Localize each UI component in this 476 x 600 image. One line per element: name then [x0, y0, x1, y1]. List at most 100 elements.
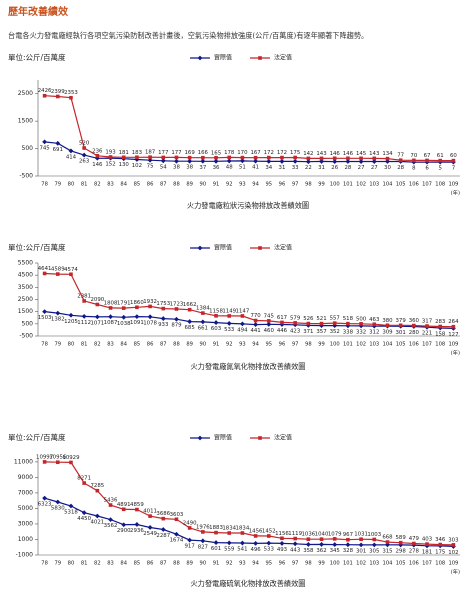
point: [266, 155, 271, 160]
y-tick-label: 9000: [18, 474, 33, 481]
data-label: 460: [264, 328, 275, 334]
data-label: 31: [279, 165, 286, 171]
point: [121, 507, 126, 512]
data-label: 379: [396, 318, 407, 324]
data-label: 2381: [77, 293, 91, 299]
data-label: 54: [160, 164, 167, 170]
y-tick-label: 500: [22, 145, 34, 152]
x-tick-label: 102: [356, 561, 366, 567]
point: [200, 538, 206, 544]
data-label: 130: [119, 162, 130, 168]
data-label: 617: [277, 315, 287, 321]
x-tick-label: 108: [435, 561, 445, 567]
data-label: 1723: [170, 301, 184, 307]
data-label: 1860: [130, 300, 144, 306]
data-label: 134: [382, 151, 393, 157]
x-tick-label: 107: [422, 182, 432, 188]
data-label: 1976: [196, 524, 210, 530]
data-label: 27: [358, 165, 365, 171]
data-label: 5830: [51, 505, 65, 511]
data-label: 317: [422, 319, 432, 325]
data-label: 7: [452, 166, 455, 172]
x-tick-label: 80: [68, 561, 75, 567]
x-axis-label: (年): [451, 349, 460, 357]
x-tick-label: 93: [239, 182, 246, 188]
data-label: 301: [396, 330, 406, 336]
point: [42, 93, 47, 98]
x-tick-label: 102: [356, 182, 366, 188]
data-label: 127: [448, 332, 458, 338]
y-tick-label: -500: [19, 333, 33, 340]
point: [345, 542, 351, 548]
data-label: 1382: [51, 317, 65, 323]
data-label: 533: [224, 327, 234, 333]
data-label: 187: [145, 150, 155, 156]
y-tick-label: 500: [22, 320, 34, 327]
point: [451, 543, 456, 547]
point: [68, 148, 74, 154]
data-label: 146: [330, 151, 341, 157]
point: [160, 527, 166, 532]
x-tick-label: 87: [160, 182, 167, 188]
data-label: 4021: [90, 520, 104, 526]
data-label: 494: [237, 327, 248, 333]
data-label: 557: [330, 316, 340, 322]
point: [385, 159, 390, 164]
data-label: 4641: [38, 266, 52, 272]
point: [187, 537, 193, 543]
point: [319, 537, 324, 541]
point: [305, 323, 311, 328]
point: [201, 311, 205, 315]
point: [187, 158, 193, 164]
data-label: 328: [343, 548, 354, 554]
data-label: 357: [316, 329, 326, 335]
point: [226, 321, 232, 326]
x-tick-label: 79: [54, 182, 61, 188]
x-tick-label: 89: [186, 182, 193, 188]
data-label: 338: [343, 329, 354, 335]
x-tick-label: 81: [81, 182, 88, 188]
point: [201, 530, 205, 534]
data-label: 152: [105, 162, 115, 168]
point: [332, 159, 338, 164]
data-label: 1119: [288, 531, 302, 537]
x-tick-label: 98: [305, 182, 312, 188]
data-label: 403: [422, 537, 432, 543]
point: [332, 537, 337, 541]
x-tick-label: 101: [343, 182, 353, 188]
x-tick-label: 92: [226, 342, 233, 348]
legend-label: 法定值: [274, 434, 292, 442]
data-label: 8: [412, 166, 416, 172]
data-label: 345: [330, 548, 340, 554]
data-label: 493: [277, 547, 287, 553]
data-label: 28: [344, 165, 351, 171]
data-label: 75: [147, 164, 154, 170]
point: [372, 322, 377, 327]
x-tick-label: 106: [409, 182, 419, 188]
data-label: 463: [369, 317, 379, 323]
data-label: 22: [305, 165, 312, 171]
point: [55, 460, 60, 465]
point: [174, 316, 179, 322]
data-label: 28: [397, 165, 404, 171]
data-label: 352: [330, 329, 340, 335]
data-label: 1087: [104, 320, 118, 326]
point: [187, 155, 192, 160]
point: [200, 158, 206, 164]
point: [69, 272, 73, 277]
data-label: 1883: [209, 525, 223, 531]
point: [42, 460, 47, 464]
data-label: 38: [186, 165, 193, 171]
x-tick-label: 79: [54, 561, 61, 567]
point: [438, 324, 443, 329]
x-tick-label: 106: [409, 342, 419, 348]
point: [94, 513, 100, 519]
point: [371, 323, 377, 329]
point: [240, 321, 245, 327]
point: [227, 155, 232, 160]
x-tick-label: 81: [81, 342, 88, 348]
point: [385, 156, 390, 161]
data-label: 166: [198, 150, 209, 156]
point: [55, 272, 60, 276]
